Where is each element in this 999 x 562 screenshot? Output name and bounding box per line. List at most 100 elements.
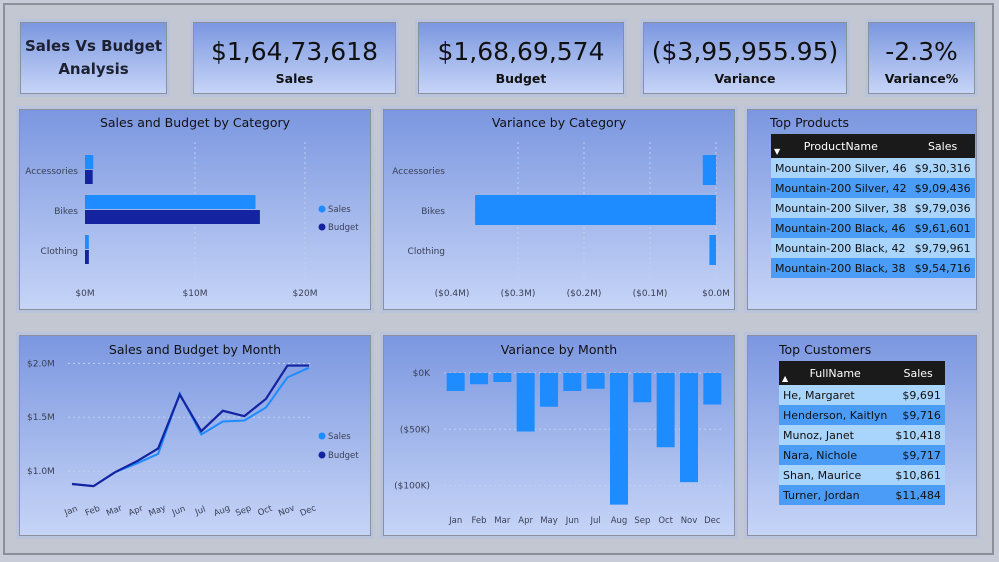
cell-name: He, Margaret <box>779 385 892 405</box>
category-label: Clothing <box>41 247 78 257</box>
table-row[interactable]: Mountain-200 Black, 38 $9,54,716 <box>771 258 975 278</box>
bar-variance <box>656 373 675 448</box>
x-tick-label: Sep <box>634 516 650 526</box>
cell-name: Mountain-200 Silver, 38 <box>771 198 911 218</box>
x-tick-label: Mar <box>494 516 511 526</box>
top-products-card[interactable]: Top Products ▼ ProductName Sales Mountain… <box>747 109 977 310</box>
bar-budget <box>85 250 89 264</box>
category-label: Clothing <box>408 247 445 257</box>
bar-sales <box>85 195 256 209</box>
x-tick-label: Mar <box>105 503 124 518</box>
table-row[interactable]: Mountain-200 Silver, 46 $9,30,316 <box>771 158 975 178</box>
legend-marker-sales <box>318 432 326 440</box>
x-tick-label: Jul <box>590 516 601 526</box>
legend-label: Budget <box>328 451 359 461</box>
x-tick-label: Aug <box>611 516 628 526</box>
table-row[interactable]: Turner, Jordan $11,484 <box>779 485 945 505</box>
x-tick-label: Nov <box>681 516 698 526</box>
table-row[interactable]: He, Margaret $9,691 <box>779 385 945 405</box>
bar-sales <box>85 235 89 249</box>
cell-sales: $9,717 <box>891 445 945 465</box>
bar-variance <box>493 373 512 382</box>
x-tick-label: Nov <box>277 503 296 518</box>
chart-card-variance-month[interactable]: Variance by Month $0K ($50K) ($100K) Jan Feb… <box>383 335 735 536</box>
table-row[interactable]: Munoz, Janet $10,418 <box>779 425 945 445</box>
y-tick-label: $1.5M <box>27 413 55 423</box>
bar-variance <box>563 373 582 391</box>
cell-sales: $9,79,961 <box>910 238 975 258</box>
bar-sales <box>85 155 94 169</box>
cell-name: Nara, Nichole <box>779 445 892 465</box>
bar-variance <box>540 373 558 407</box>
cell-sales: $10,418 <box>891 425 945 445</box>
x-tick-label: Apr <box>518 516 533 526</box>
x-tick-label: Jan <box>62 504 79 519</box>
sort-ascending-icon[interactable]: ▲ <box>782 374 789 383</box>
kpi-label-variance: Variance <box>714 71 776 86</box>
chart-sales-budget-category: Accessories Bikes Clothing $0M $10M $20M Sales… <box>25 142 359 299</box>
bar-budget <box>85 170 93 184</box>
y-tick-label: ($50K) <box>400 425 430 435</box>
table-row[interactable]: Shan, Maurice $10,861 <box>779 465 945 485</box>
kpi-card-variance-pct[interactable]: -2.3% Variance% <box>868 22 975 94</box>
chart-card-sales-budget-month[interactable]: Sales and Budget by Month $1.0M $1.5M $2.0… <box>19 335 371 536</box>
column-label: FullName <box>809 366 861 380</box>
x-tick-label: $0.0M <box>702 289 730 299</box>
bar-variance <box>703 373 722 405</box>
cell-sales: $11,484 <box>891 485 945 505</box>
chart-card-sales-budget-category[interactable]: Sales and Budget by Category Accessories… <box>19 109 371 310</box>
table-row[interactable]: Mountain-200 Silver, 38 $9,79,036 <box>771 198 975 218</box>
column-label: Sales <box>903 366 933 380</box>
bar-variance <box>633 373 652 403</box>
kpi-card-variance[interactable]: ($3,95,955.95) Variance <box>643 22 847 94</box>
cell-sales: $9,30,316 <box>910 158 975 178</box>
kpi-card-budget[interactable]: $1,68,69,574 Budget <box>418 22 624 94</box>
x-tick-label: Jan <box>448 516 462 526</box>
kpi-label-sales: Sales <box>275 71 314 86</box>
x-tick-label: May <box>147 503 167 519</box>
y-tick-label: $2.0M <box>27 359 55 369</box>
y-tick-label: $1.0M <box>27 467 55 477</box>
table-row[interactable]: Mountain-200 Silver, 42 $9,09,436 <box>771 178 975 198</box>
x-tick-label: Feb <box>471 516 486 526</box>
x-tick-label: ($0.3M) <box>501 289 536 299</box>
column-header-fullname[interactable]: ▲ FullName <box>779 361 892 385</box>
cell-sales: $10,861 <box>891 465 945 485</box>
top-customers-title: Top Customers <box>779 342 872 357</box>
top-customers-table[interactable]: ▲ FullName Sales He, Margaret $9,691 Hender… <box>779 361 945 505</box>
x-tick-label: Jun <box>170 504 187 519</box>
kpi-label-variance-pct: Variance% <box>884 71 959 86</box>
cell-name: Shan, Maurice <box>779 465 892 485</box>
x-tick-label: Dec <box>704 516 721 526</box>
column-header-sales[interactable]: Sales <box>891 361 945 385</box>
column-header-sales[interactable]: Sales <box>910 134 975 158</box>
chart-title: Variance by Month <box>500 342 618 357</box>
kpi-value-variance: ($3,95,955.95) <box>651 37 839 66</box>
table-row[interactable]: Nara, Nichole $9,717 <box>779 445 945 465</box>
title-card: Sales Vs Budget Analysis <box>20 22 167 94</box>
x-tick-label: $20M <box>293 289 318 299</box>
x-tick-label: May <box>540 516 558 526</box>
bar-variance <box>446 373 465 391</box>
table-row[interactable]: Mountain-200 Black, 42 $9,79,961 <box>771 238 975 258</box>
table-row[interactable]: Mountain-200 Black, 46 $9,61,601 <box>771 218 975 238</box>
chart-card-variance-category[interactable]: Variance by Category Accessories Bikes Clo… <box>383 109 735 310</box>
bar-variance <box>470 373 488 385</box>
top-customers-card[interactable]: Top Customers ▲ FullName Sales He, Margar… <box>747 335 977 536</box>
cell-name: Turner, Jordan <box>779 485 892 505</box>
cell-name: Munoz, Janet <box>779 425 892 445</box>
bar-variance <box>709 235 716 265</box>
column-header-productname[interactable]: ▼ ProductName <box>771 134 911 158</box>
dashboard-title-line1: Sales Vs Budget <box>24 37 163 55</box>
top-products-table[interactable]: ▼ ProductName Sales Mountain-200 Silver, … <box>771 134 975 278</box>
category-label: Accessories <box>25 167 78 177</box>
cell-name: Mountain-200 Black, 42 <box>771 238 911 258</box>
x-tick-label: $10M <box>183 289 208 299</box>
table-row[interactable]: Henderson, Kaitlyn $9,716 <box>779 405 945 425</box>
x-tick-label: ($0.2M) <box>567 289 602 299</box>
chart-variance-category: Accessories Bikes Clothing ($0.4M) ($0.3M) ($… <box>392 142 730 299</box>
y-tick-label: $0K <box>413 369 431 379</box>
chart-title: Sales and Budget by Month <box>108 342 282 357</box>
sort-descending-icon[interactable]: ▼ <box>774 147 781 156</box>
kpi-card-sales[interactable]: $1,64,73,618 Sales <box>193 22 396 94</box>
